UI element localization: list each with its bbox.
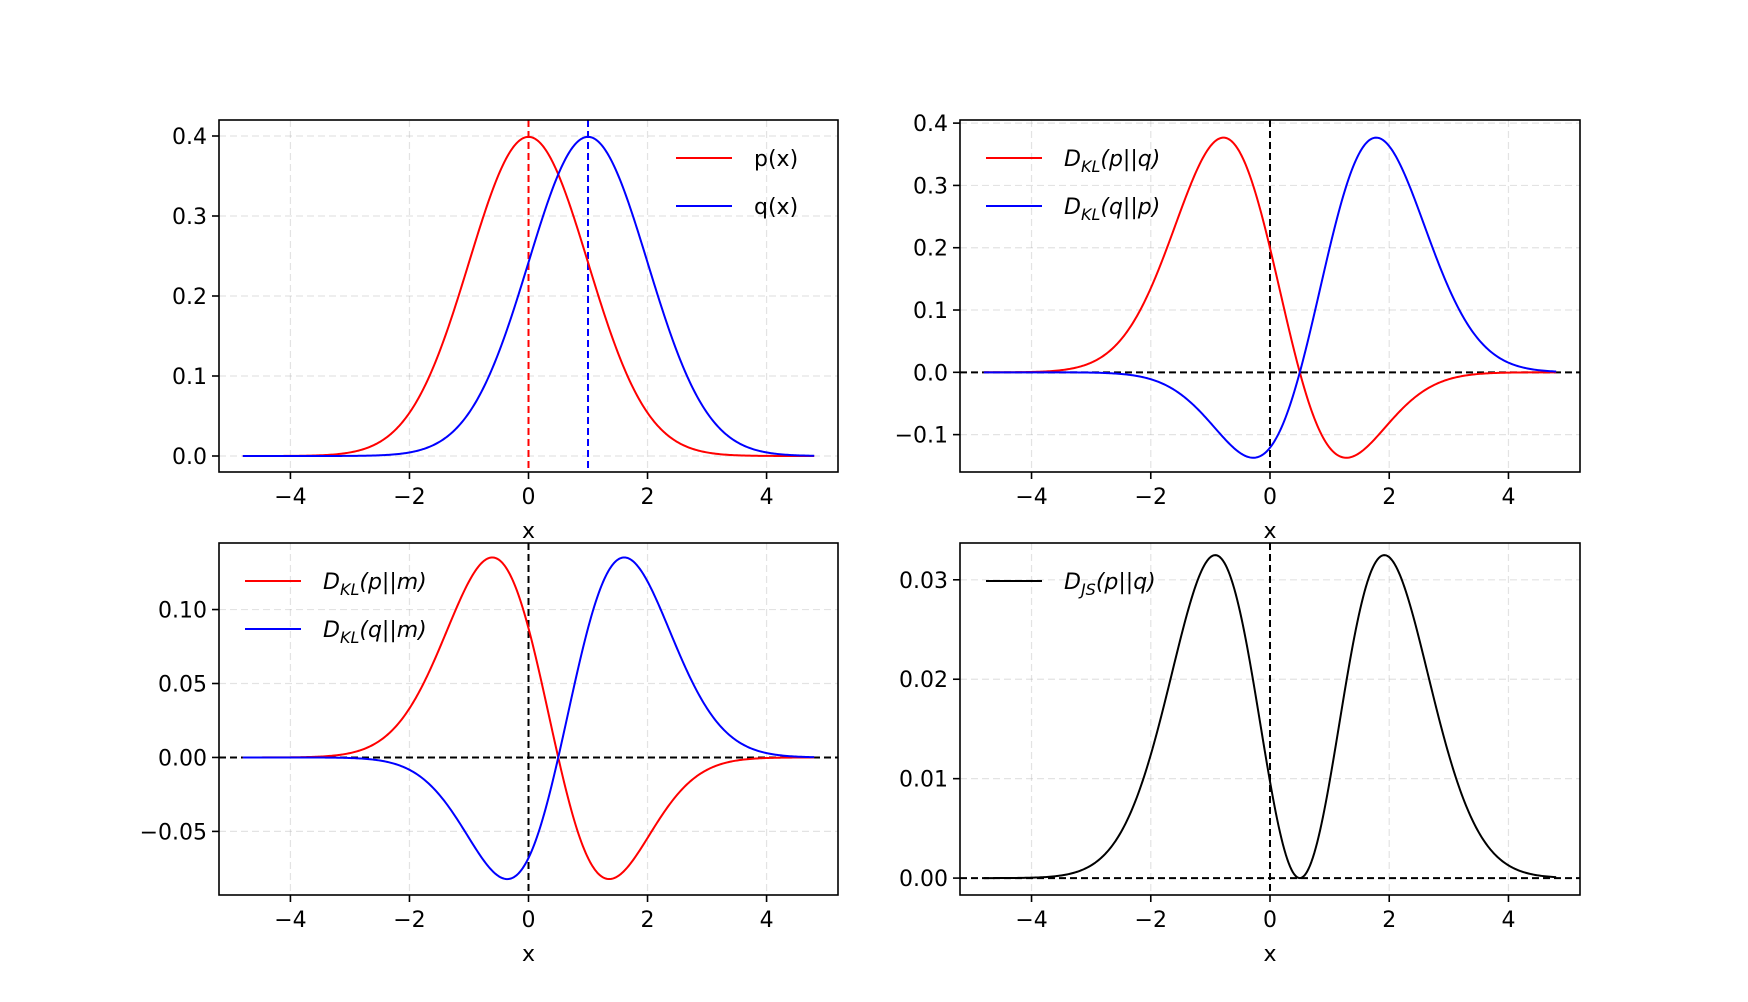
x-tick-label: 4 bbox=[1501, 485, 1515, 510]
series-line-q bbox=[242, 135, 815, 457]
reference-lines bbox=[527, 120, 590, 472]
legend-label-klqp: DKL(q||p) bbox=[1064, 195, 1160, 224]
series-line-klpm bbox=[242, 556, 815, 881]
y-tick-label: 0.1 bbox=[172, 365, 207, 390]
x-tick-label: 4 bbox=[760, 485, 774, 510]
series-group bbox=[983, 554, 1557, 880]
x-tick-label: −2 bbox=[393, 908, 425, 933]
x-tick-label: 0 bbox=[522, 908, 536, 933]
x-axis-label: x bbox=[1263, 942, 1276, 967]
y-tick-label: 0.03 bbox=[899, 569, 948, 594]
reference-lines bbox=[219, 543, 838, 895]
series-group bbox=[242, 135, 815, 457]
y-tick-label: 0.10 bbox=[158, 599, 207, 624]
chart-panel-1: −4 −2 0 2 4 0.0 0.1 0.2 0.3 0.4 x p(x) q(x) bbox=[172, 119, 839, 544]
legend-label-klqm: DKL(q||m) bbox=[323, 618, 427, 647]
x-axis-label: x bbox=[522, 519, 535, 544]
y-tick-label: −0.05 bbox=[140, 820, 207, 845]
y-tick-label: 0.3 bbox=[172, 205, 207, 230]
y-tick-label: 0.4 bbox=[913, 112, 948, 137]
y-tick-label: 0.05 bbox=[158, 673, 207, 698]
x-tick-label: 0 bbox=[1263, 485, 1277, 510]
x-tick-label: 0 bbox=[522, 485, 536, 510]
y-tick-label: 0.3 bbox=[913, 174, 948, 199]
legend: DKL(p||q) DKL(q||p) bbox=[986, 147, 1160, 224]
series-group bbox=[983, 136, 1557, 459]
reference-lines bbox=[960, 543, 1580, 895]
y-tick-label: 0.00 bbox=[899, 867, 948, 892]
series-line-js bbox=[983, 554, 1557, 880]
x-tick-label: −2 bbox=[1135, 485, 1167, 510]
x-tick-label: −2 bbox=[393, 485, 425, 510]
series-line-klqp bbox=[983, 136, 1557, 459]
series-line-klpq bbox=[983, 136, 1557, 459]
y-tick-label: 0.0 bbox=[172, 445, 207, 470]
legend: DJS(p||q) bbox=[986, 570, 1156, 599]
legend-label-p: p(x) bbox=[754, 147, 798, 172]
x-tick-label: 2 bbox=[641, 485, 655, 510]
x-tick-label: 2 bbox=[1382, 485, 1396, 510]
series-line-p bbox=[242, 135, 815, 457]
chart-panel-3: −4 −2 0 2 4 −0.05 0.00 0.05 0.10 x DKL(p||m) DKL(q|… bbox=[140, 542, 839, 967]
y-tick-label: 0.2 bbox=[172, 285, 207, 310]
x-tick-label: 4 bbox=[760, 908, 774, 933]
chart-panel-2: −4 −2 0 2 4−0.10.00.10.20.30.4xDKL(p||q)DKL(… bbox=[895, 112, 1581, 544]
x-tick-label: 0 bbox=[1263, 908, 1277, 933]
x-axis-label: x bbox=[1263, 519, 1276, 544]
x-tick-label: 2 bbox=[1382, 908, 1396, 933]
y-tick-label: 0.2 bbox=[913, 237, 948, 262]
legend-label-js: DJS(p||q) bbox=[1064, 570, 1156, 599]
y-tick-label: 0.1 bbox=[913, 299, 948, 324]
x-tick-label: 2 bbox=[641, 908, 655, 933]
x-tick-label: 4 bbox=[1501, 908, 1515, 933]
legend-label-klpq: DKL(p||q) bbox=[1064, 147, 1160, 176]
series-line-klqm bbox=[242, 556, 815, 881]
series-group bbox=[242, 556, 815, 881]
legend-label-klpm: DKL(p||m) bbox=[323, 570, 427, 599]
y-tick-label: 0.00 bbox=[158, 746, 207, 771]
y-tick-label: −0.1 bbox=[895, 424, 948, 449]
legend: DKL(p||m) DKL(q||m) bbox=[245, 570, 427, 647]
x-tick-label: −2 bbox=[1135, 908, 1167, 933]
reference-lines bbox=[960, 120, 1580, 472]
x-axis-label: x bbox=[522, 942, 535, 967]
chart-panel-4: −4 −2 0 2 4 0.00 0.01 0.02 0.03 x DJS(p||q) bbox=[899, 542, 1581, 967]
y-tick-label: 0.4 bbox=[172, 125, 207, 150]
y-tick-label: 0.02 bbox=[899, 668, 948, 693]
legend-label-q: q(x) bbox=[754, 195, 798, 220]
x-tick-label: −4 bbox=[274, 485, 306, 510]
legend: p(x) q(x) bbox=[676, 147, 798, 220]
y-tick-label: 0.0 bbox=[913, 361, 948, 386]
x-tick-label: −4 bbox=[1015, 485, 1047, 510]
x-tick-label: −4 bbox=[1015, 908, 1047, 933]
x-tick-label: −4 bbox=[274, 908, 306, 933]
y-tick-label: 0.01 bbox=[899, 768, 948, 793]
